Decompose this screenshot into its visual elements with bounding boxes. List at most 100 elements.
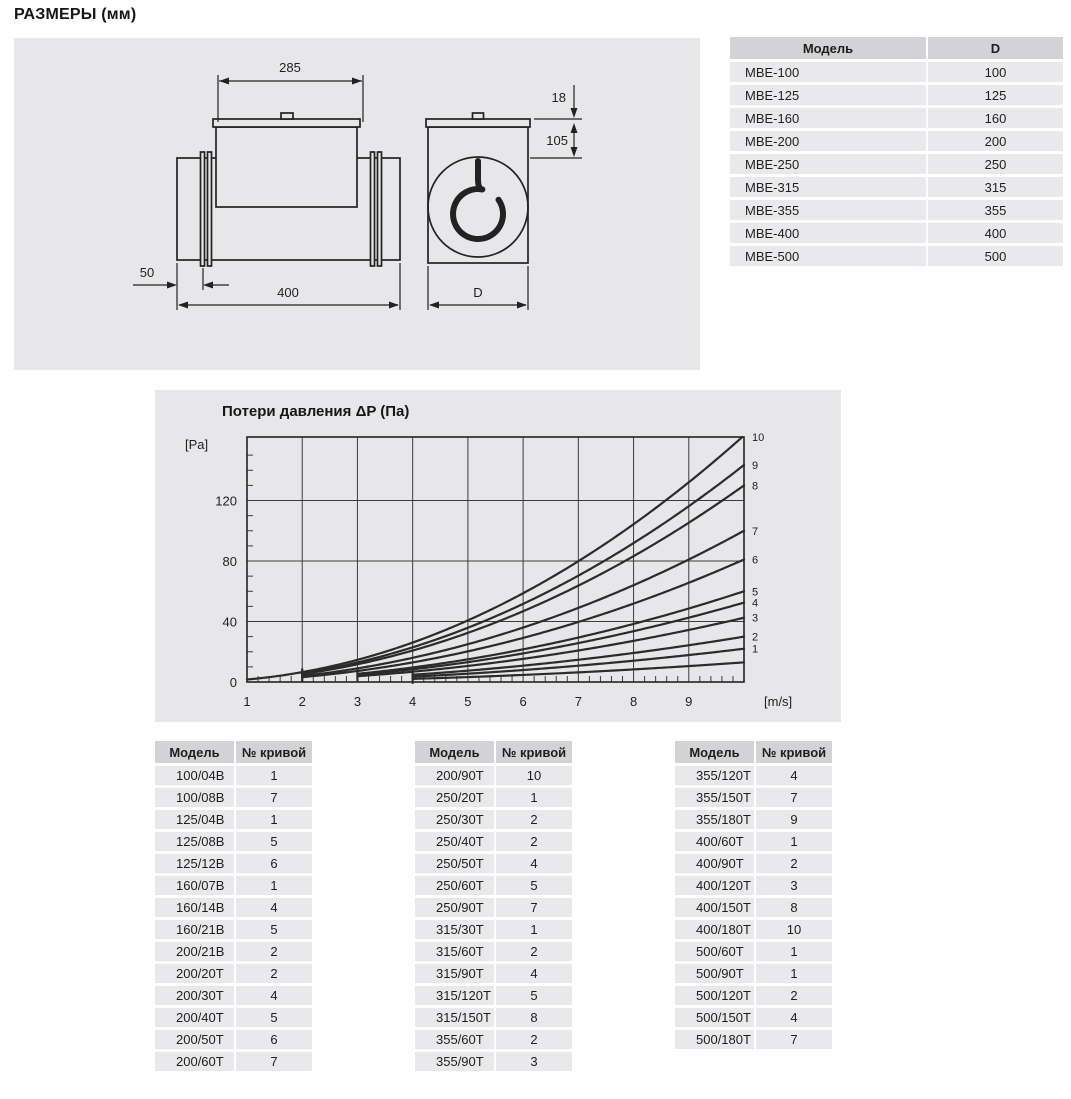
model-cell: 355/120Т — [675, 766, 754, 785]
value-cell: 2 — [496, 810, 572, 829]
x-tick-label: 2 — [299, 694, 306, 709]
heater-element-stem — [475, 158, 486, 193]
value-cell: 200 — [928, 131, 1063, 151]
front-lid — [425, 118, 531, 128]
dim-label-105: 105 — [546, 133, 568, 148]
value-cell: 315 — [928, 177, 1063, 197]
value-cell: 7 — [756, 788, 832, 807]
model-cell: МВЕ-400 — [730, 223, 926, 243]
y-tick-label: 120 — [215, 494, 237, 509]
model-cell: 355/180Т — [675, 810, 754, 829]
model-cell: 315/90Т — [415, 964, 494, 983]
dim-label-18: 18 — [552, 90, 566, 105]
model-cell: 500/90Т — [675, 964, 754, 983]
curve-number-label: 10 — [752, 432, 764, 444]
model-diameter-table: Модель D МВЕ-100 100 МВЕ-125 125 МВЕ-160 160 МВЕ… — [730, 37, 1063, 266]
value-cell: 7 — [756, 1030, 832, 1049]
front-lid-nub — [471, 112, 485, 120]
model-cell: 355/90Т — [415, 1052, 494, 1071]
model-cell: 160/07В — [155, 876, 234, 895]
model-cell: 400/150Т — [675, 898, 754, 917]
value-cell: 4 — [756, 766, 832, 785]
model-cell: 400/60Т — [675, 832, 754, 851]
page-title: РАЗМЕРЫ (мм) — [14, 6, 137, 23]
curve-table-2: Модель № кривой 200/90Т 10 250/20Т 1 250/30Т 2 2… — [415, 741, 572, 1071]
curve-number-label: 1 — [752, 644, 758, 656]
model-cell: 200/90Т — [415, 766, 494, 785]
value-cell: 8 — [496, 1008, 572, 1027]
value-cell: 7 — [496, 898, 572, 917]
model-cell: 160/14В — [155, 898, 234, 917]
value-cell: 400 — [928, 223, 1063, 243]
value-cell: 2 — [496, 942, 572, 961]
model-cell: 500/60Т — [675, 942, 754, 961]
y-tick-label: 0 — [230, 675, 237, 690]
front-view — [425, 112, 531, 264]
value-cell: 2 — [496, 1030, 572, 1049]
pressure-curve-3 — [356, 616, 746, 678]
model-cell: 200/50Т — [155, 1030, 234, 1049]
model-cell: 500/120Т — [675, 986, 754, 1005]
side-view — [176, 112, 401, 267]
column-header: Модель — [415, 741, 494, 763]
lid-nub — [280, 112, 294, 120]
value-cell: 4 — [756, 1008, 832, 1027]
value-cell: 3 — [496, 1052, 572, 1071]
value-cell: 9 — [756, 810, 832, 829]
value-cell: 5 — [236, 1008, 312, 1027]
column-header: № кривой — [496, 741, 572, 763]
value-cell: 1 — [236, 766, 312, 785]
curve-number-label: 4 — [752, 598, 758, 610]
model-cell: 400/90Т — [675, 854, 754, 873]
dim-label-285: 285 — [279, 60, 301, 75]
model-cell: 250/40Т — [415, 832, 494, 851]
pressure-curve-4 — [356, 601, 746, 676]
pressure-curve-1 — [411, 647, 746, 678]
right-flange-bar — [369, 151, 376, 267]
value-cell: 160 — [928, 108, 1063, 128]
dim-400: 400 — [176, 263, 401, 310]
value-cell: 1 — [496, 788, 572, 807]
value-cell: 3 — [756, 876, 832, 895]
model-cell: 250/20Т — [415, 788, 494, 807]
model-cell: 500/150Т — [675, 1008, 754, 1027]
model-cell: 315/30Т — [415, 920, 494, 939]
value-cell: 500 — [928, 246, 1063, 266]
model-cell: 250/60Т — [415, 876, 494, 895]
x-tick-label: 3 — [354, 694, 361, 709]
value-cell: 4 — [236, 898, 312, 917]
dim-D: D — [427, 266, 529, 310]
value-cell: 6 — [236, 1030, 312, 1049]
model-cell: 200/20Т — [155, 964, 234, 983]
dim-105: 105 — [530, 123, 582, 159]
value-cell: 4 — [236, 986, 312, 1005]
curve-number-label: 5 — [752, 586, 758, 598]
model-cell: 200/60Т — [155, 1052, 234, 1071]
pressure-curve-8 — [301, 484, 746, 676]
value-cell: 7 — [236, 1052, 312, 1071]
model-cell: МВЕ-200 — [730, 131, 926, 151]
y-tick-label: 80 — [223, 554, 237, 569]
model-cell: 200/21В — [155, 942, 234, 961]
value-cell: 5 — [236, 920, 312, 939]
pressure-curve-7 — [301, 529, 746, 678]
x-tick-label: 6 — [519, 694, 526, 709]
column-header: Модель — [675, 741, 754, 763]
pressure-curve-9 — [301, 463, 746, 675]
column-header: D — [928, 37, 1063, 59]
value-cell: 4 — [496, 854, 572, 873]
pressure-curve-6 — [301, 558, 746, 679]
pressure-curve-2 — [411, 635, 746, 676]
value-cell: 100 — [928, 62, 1063, 82]
value-cell: 355 — [928, 200, 1063, 220]
model-cell: МВЕ-160 — [730, 108, 926, 128]
dim-50: 50 — [133, 265, 229, 290]
model-cell: 125/12В — [155, 854, 234, 873]
model-cell: 400/120Т — [675, 876, 754, 895]
value-cell: 5 — [496, 876, 572, 895]
model-cell: 315/120Т — [415, 986, 494, 1005]
curve-table-3: Модель № кривой 355/120Т 4 355/150Т 7 355/180Т… — [675, 741, 832, 1049]
dim-label-D: D — [473, 285, 482, 300]
model-cell: 315/60Т — [415, 942, 494, 961]
